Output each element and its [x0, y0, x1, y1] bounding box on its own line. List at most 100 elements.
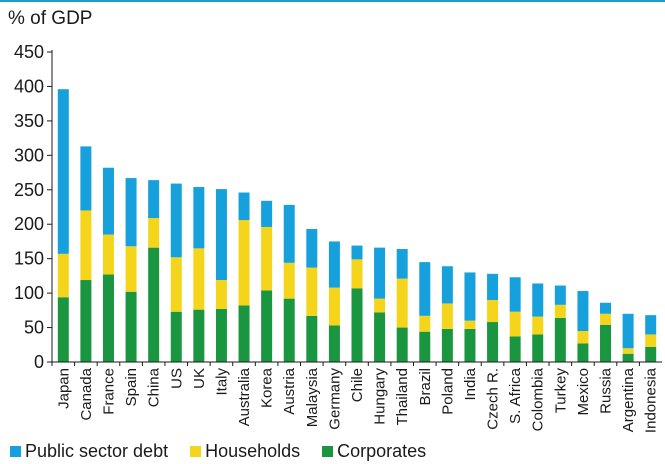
bar-corporates-india — [464, 328, 476, 362]
bar-public-sector-debt-colombia — [532, 283, 544, 317]
bar-public-sector-debt-austria — [283, 204, 295, 263]
bar-corporates-us — [170, 311, 182, 362]
bar-public-sector-debt-australia — [238, 192, 250, 221]
bar-households-germany — [328, 287, 340, 326]
bar-corporates-colombia — [532, 334, 544, 362]
legend-swatch-households — [190, 445, 202, 457]
bar-households-chile — [351, 259, 363, 289]
bar-households-turkey — [554, 304, 566, 318]
y-tick-label: 300 — [14, 145, 44, 165]
legend-item-corporates: Corporates — [322, 441, 426, 462]
bar-corporates-korea — [261, 290, 273, 362]
x-tick-label-chile: Chile — [349, 368, 366, 402]
x-tick-label-canada: Canada — [78, 367, 95, 420]
bar-households-russia — [600, 313, 612, 325]
bar-corporates-austria — [283, 298, 295, 362]
bar-households-thailand — [396, 278, 408, 328]
bar-corporates-japan — [57, 297, 69, 362]
bar-corporates-hungary — [374, 312, 386, 362]
y-tick-label: 350 — [14, 111, 44, 131]
x-tick-label-thailand: Thailand — [394, 368, 411, 426]
y-tick-label: 450 — [14, 42, 44, 62]
bar-households-austria — [283, 262, 295, 299]
bar-households-brazil — [419, 315, 431, 332]
bar-households-india — [464, 320, 476, 329]
x-tick-label-us: US — [168, 368, 185, 389]
bar-corporates-s-africa — [509, 336, 521, 362]
bar-public-sector-debt-turkey — [554, 285, 566, 305]
bar-corporates-turkey — [554, 317, 566, 362]
x-tick-label-mexico: Mexico — [575, 368, 592, 416]
x-tick-label-colombia: Colombia — [530, 367, 547, 431]
bar-public-sector-debt-mexico — [577, 291, 589, 331]
bar-corporates-italy — [215, 308, 227, 362]
x-tick-label-argentina: Argentina — [620, 367, 637, 432]
y-axis-label: % of GDP — [8, 8, 93, 29]
y-tick-label: 400 — [14, 76, 44, 96]
bar-public-sector-debt-poland — [441, 266, 453, 304]
legend-swatch-public-sector-debt — [10, 445, 21, 457]
bar-public-sector-debt-uk — [193, 187, 205, 249]
bar-public-sector-debt-czech-r — [487, 273, 499, 300]
bar-public-sector-debt-s-africa — [509, 277, 521, 312]
bar-households-s-africa — [509, 311, 521, 337]
bar-corporates-france — [102, 274, 114, 362]
x-tick-label-uk: UK — [191, 368, 208, 389]
bar-households-uk — [193, 248, 205, 310]
bars — [57, 89, 657, 362]
x-tick-label-spain: Spain — [123, 368, 140, 406]
x-tick-label-austria: Austria — [281, 367, 298, 414]
bar-households-spain — [125, 246, 137, 292]
x-tick-label-korea: Korea — [259, 367, 276, 408]
bar-public-sector-debt-malaysia — [306, 229, 318, 268]
y-tick-label: 150 — [14, 249, 44, 269]
bar-households-us — [170, 257, 182, 312]
x-axis: Japan Canada France Spain China US UK Italy Aust… — [51, 361, 662, 433]
bar-public-sector-debt-italy — [215, 189, 227, 281]
legend-item-public-sector-debt: Public sector debt — [10, 441, 168, 462]
stacked-bar-chart: 0 50 100 150 200 250 300 350 400 450 Japan Canada F… — [14, 42, 662, 433]
bar-corporates-indonesia — [645, 346, 657, 362]
bar-households-argentina — [622, 348, 634, 354]
x-tick-label-malaysia: Malaysia — [304, 367, 321, 427]
y-tick-label: 200 — [14, 214, 44, 234]
bar-households-mexico — [577, 331, 589, 344]
bar-households-france — [102, 234, 114, 275]
bar-corporates-czech-r — [487, 322, 499, 362]
bar-corporates-brazil — [419, 331, 431, 362]
bar-public-sector-debt-argentina — [622, 313, 634, 349]
bar-households-italy — [215, 280, 227, 309]
bar-corporates-malaysia — [306, 315, 318, 362]
x-tick-label-australia: Australia — [236, 367, 253, 426]
bar-public-sector-debt-korea — [261, 200, 273, 227]
bar-corporates-mexico — [577, 343, 589, 362]
x-tick-label-china: China — [146, 367, 163, 407]
bar-corporates-china — [148, 247, 160, 362]
bar-households-china — [148, 218, 160, 248]
bar-corporates-uk — [193, 309, 205, 362]
bar-corporates-argentina — [622, 353, 634, 362]
bar-public-sector-debt-russia — [600, 302, 612, 314]
top-rule — [0, 0, 665, 2]
x-tick-label-brazil: Brazil — [417, 368, 434, 406]
bar-households-colombia — [532, 316, 544, 335]
bar-households-hungary — [374, 298, 386, 313]
bar-public-sector-debt-hungary — [374, 247, 386, 299]
bar-corporates-germany — [328, 325, 340, 362]
y-axis: 0 50 100 150 200 250 300 350 400 450 — [14, 42, 53, 372]
y-tick-label: 100 — [14, 283, 44, 303]
bar-households-canada — [80, 210, 92, 281]
bar-public-sector-debt-chile — [351, 245, 363, 260]
bar-public-sector-debt-china — [148, 180, 160, 219]
bar-public-sector-debt-thailand — [396, 249, 408, 279]
x-tick-label-indonesia: Indonesia — [643, 367, 660, 433]
x-tick-label-germany: Germany — [326, 368, 343, 430]
bar-households-australia — [238, 220, 250, 306]
x-tick-label-india: India — [462, 367, 479, 400]
bar-public-sector-debt-canada — [80, 146, 92, 211]
legend-label-households: Households — [205, 440, 301, 461]
y-tick-label: 50 — [24, 318, 44, 338]
x-tick-label-france: France — [100, 368, 117, 415]
bar-corporates-australia — [238, 305, 250, 362]
x-tick-label-s-africa: S. Africa — [507, 367, 524, 424]
